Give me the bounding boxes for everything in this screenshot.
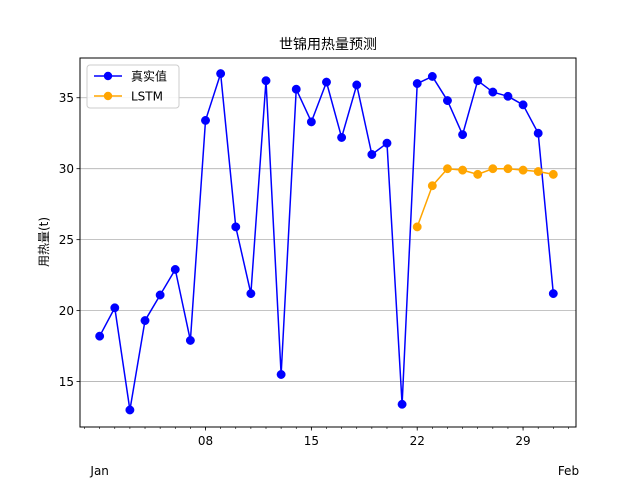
data-point	[306, 117, 316, 127]
data-point	[170, 265, 180, 274]
data-point	[473, 169, 483, 179]
x-tick-label: 08	[198, 434, 213, 448]
data-point	[337, 133, 347, 142]
data-point	[185, 335, 195, 345]
data-point	[246, 289, 256, 299]
data-point	[548, 169, 558, 179]
series-line-0	[98, 72, 555, 411]
data-point	[140, 316, 150, 326]
data-point	[518, 100, 528, 110]
plot-area	[79, 57, 577, 428]
data-point	[261, 76, 271, 86]
data-point	[367, 150, 377, 159]
legend-marker	[103, 71, 113, 81]
x-month-label-end: Feb	[558, 464, 579, 478]
data-point	[548, 289, 558, 299]
legend-label: LSTM	[131, 90, 163, 104]
data-point	[397, 399, 407, 409]
data-point	[322, 77, 331, 87]
x-tick-label: 29	[515, 434, 530, 448]
data-point	[155, 290, 165, 300]
data-point	[443, 96, 452, 106]
series-line-1	[416, 167, 554, 228]
x-tick-label: 22	[410, 434, 425, 448]
y-tick-label: 30	[59, 162, 74, 176]
data-point	[291, 84, 301, 94]
data-point	[458, 130, 468, 140]
legend-marker	[103, 91, 113, 101]
data-point	[427, 181, 437, 191]
chart-title: 世锦用热量预测	[279, 36, 377, 53]
legend: 真实值 LSTM	[86, 64, 180, 109]
data-point	[518, 165, 528, 175]
data-point	[412, 222, 422, 232]
data-point	[412, 79, 422, 88]
y-axis-label: 用热量(t)	[37, 217, 51, 267]
data-point	[533, 128, 543, 138]
x-tick-label: 15	[304, 434, 319, 448]
series-group	[95, 69, 558, 415]
y-axis: 15 20 25 30 35	[59, 91, 80, 389]
data-point	[352, 80, 362, 90]
x-axis: 08 15 22 29 Jan2024 Feb	[84, 427, 579, 480]
y-tick-label: 15	[59, 375, 74, 389]
data-point	[231, 222, 241, 232]
data-point	[125, 405, 135, 415]
data-point	[95, 331, 105, 341]
y-tick-label: 20	[59, 304, 74, 318]
data-point	[382, 138, 392, 148]
data-point	[503, 91, 513, 101]
data-point	[458, 165, 468, 175]
x-year-label: 2024	[84, 478, 115, 480]
y-tick-label: 25	[59, 233, 74, 247]
y-tick-label: 35	[59, 91, 74, 105]
data-point	[533, 167, 543, 176]
data-point	[488, 164, 498, 174]
data-point	[427, 72, 437, 81]
data-point	[216, 69, 226, 79]
data-point	[488, 87, 498, 97]
data-point	[473, 76, 483, 86]
legend-label: 真实值	[131, 69, 167, 84]
data-point	[110, 303, 120, 313]
data-point	[276, 370, 286, 379]
data-point	[503, 164, 513, 174]
data-point	[443, 164, 452, 174]
grid-lines	[80, 97, 576, 382]
data-point	[201, 115, 210, 125]
x-month-label-start: Jan	[89, 464, 109, 478]
